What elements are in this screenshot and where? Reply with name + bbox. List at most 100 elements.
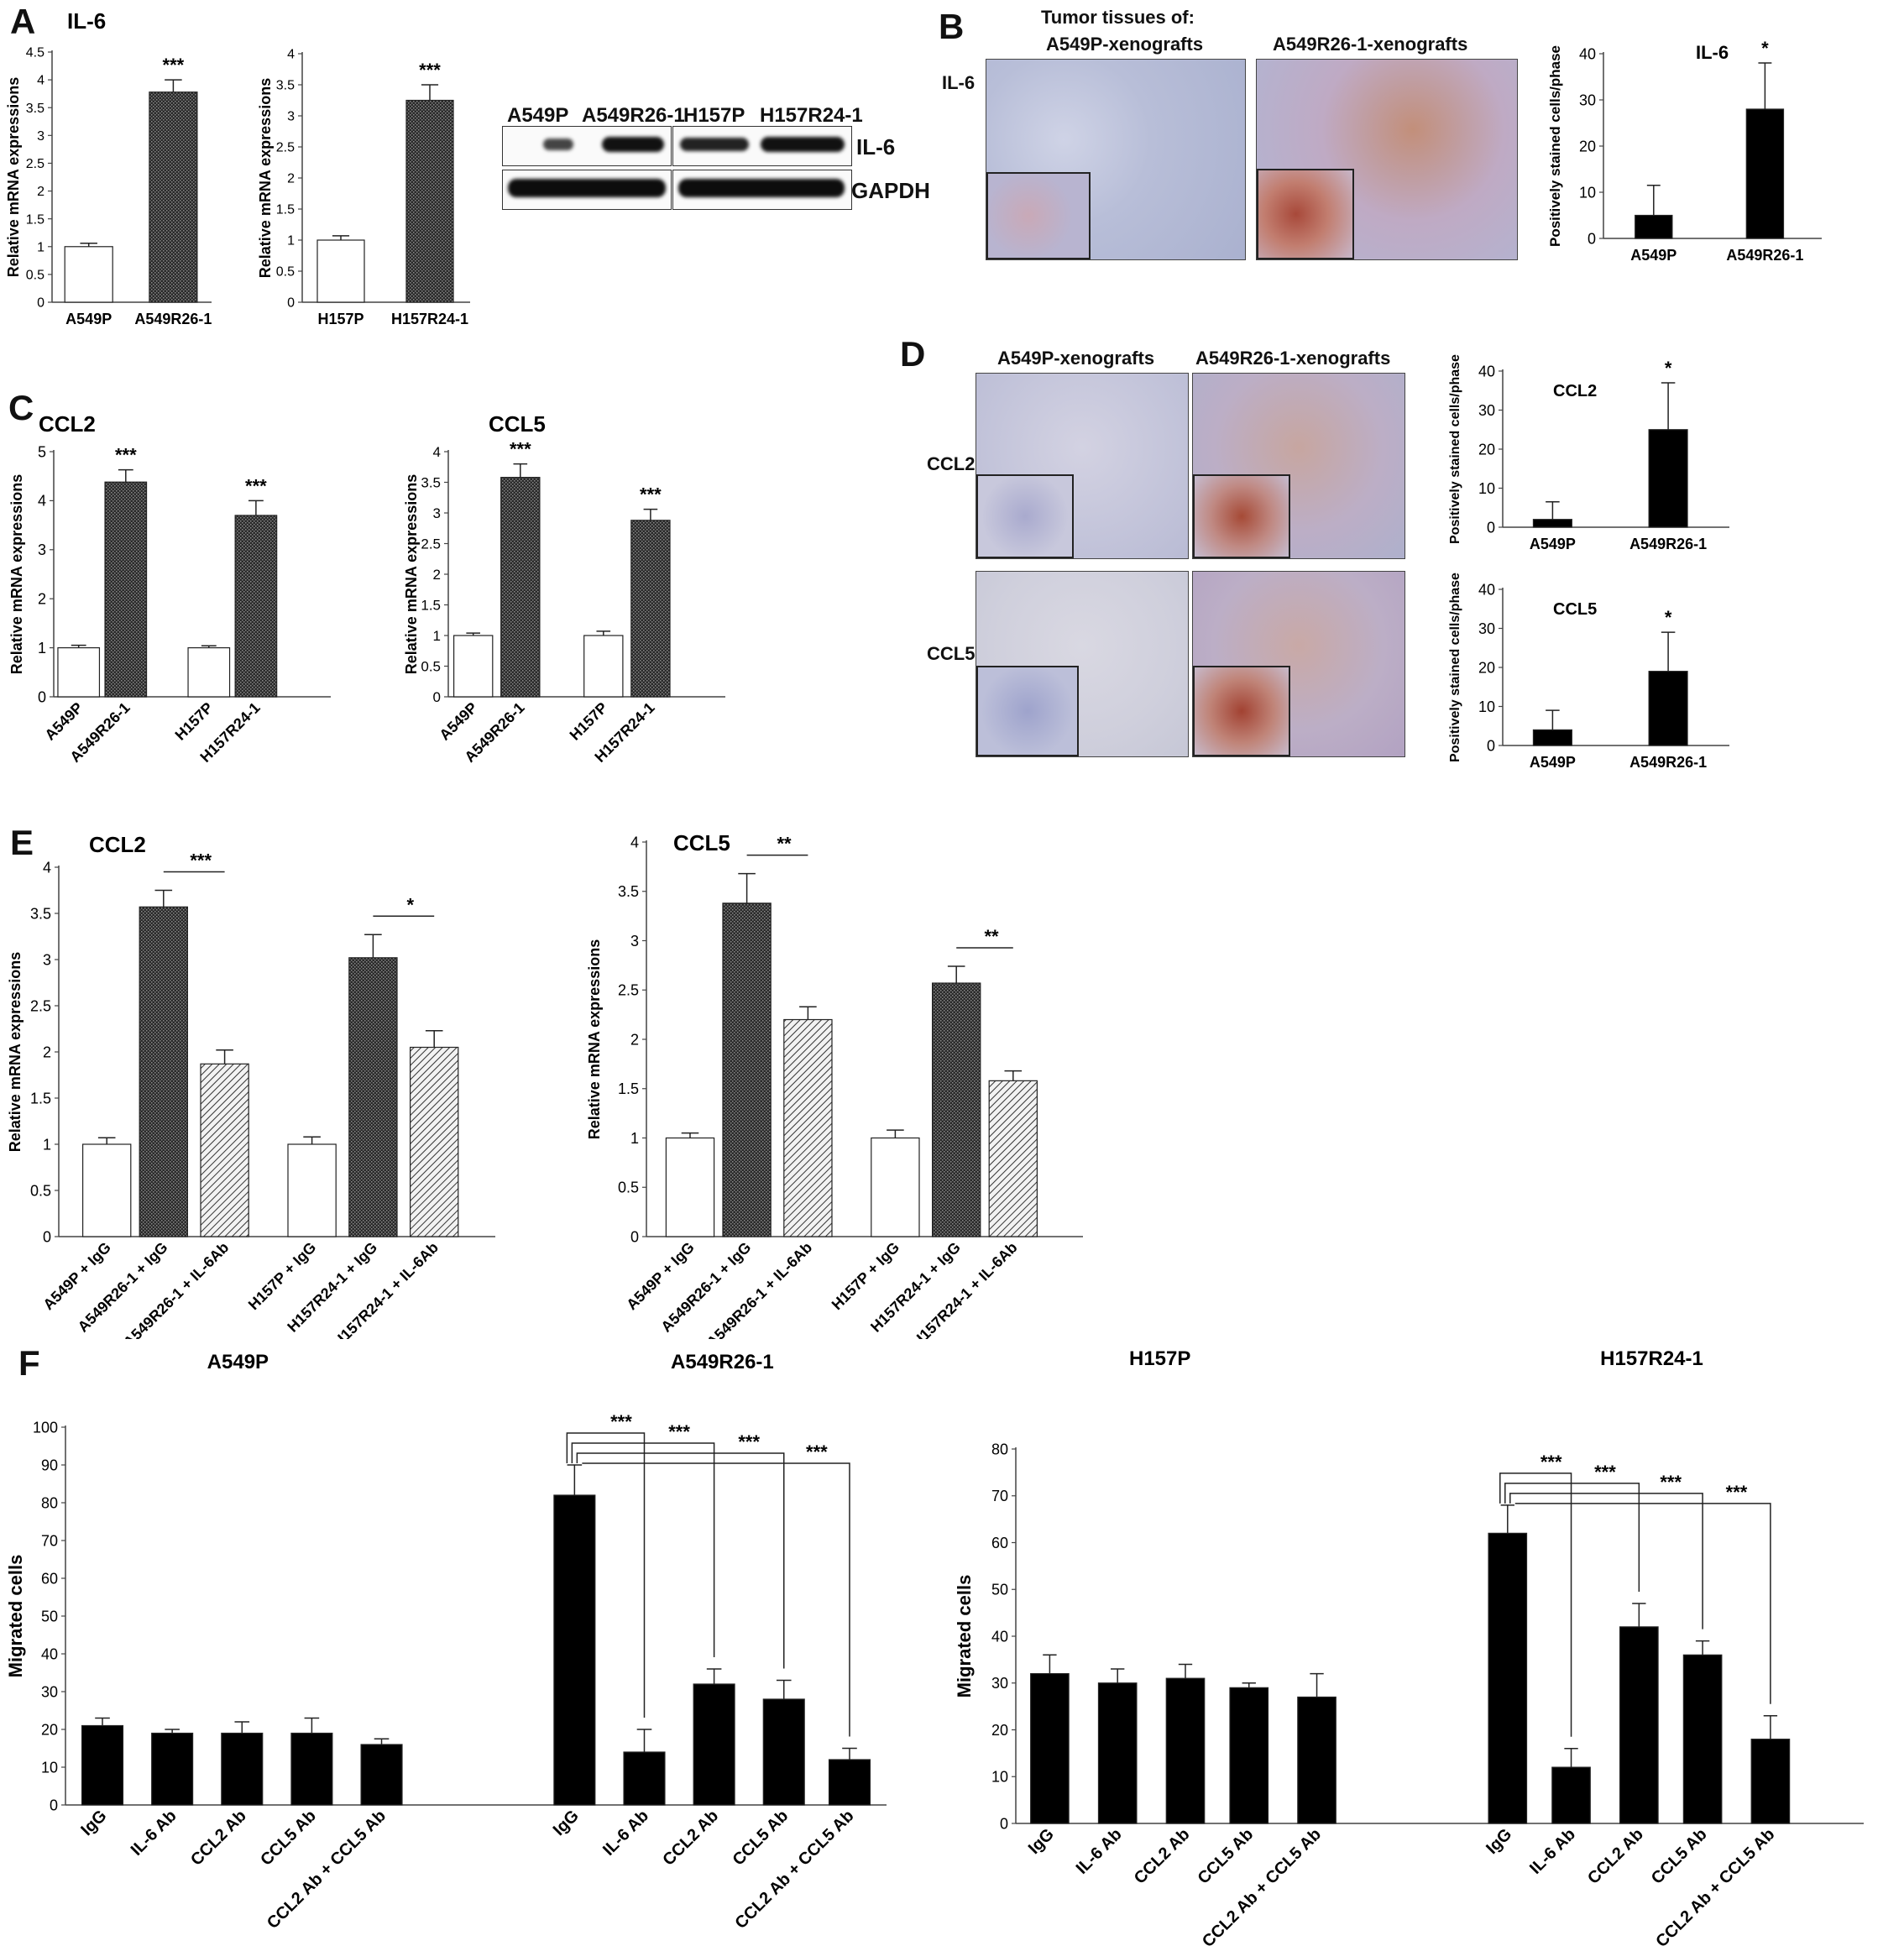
x-tick-label: IL-6 Ab bbox=[599, 1807, 652, 1860]
x-tick-label: CCL2 Ab bbox=[659, 1807, 722, 1870]
x-tick-label: IgG bbox=[1025, 1825, 1058, 1858]
y-tick-label: 40 bbox=[1478, 581, 1495, 598]
y-axis-label: Relative mRNA expressions bbox=[5, 77, 22, 277]
y-tick-label: 3.5 bbox=[30, 905, 51, 922]
y-tick-label: 1.5 bbox=[26, 212, 44, 227]
bar bbox=[1750, 1739, 1791, 1824]
bar bbox=[583, 635, 624, 698]
wb-band-gapdh: GAPDH bbox=[851, 178, 930, 203]
x-tick-label: A549P bbox=[1530, 754, 1576, 771]
ihc-d-image-ccl2-a549p bbox=[976, 373, 1189, 559]
bar bbox=[988, 1080, 1038, 1237]
ihc-d-image-ccl5-a549r26-1 bbox=[1192, 571, 1405, 757]
y-tick-label: 3.5 bbox=[421, 474, 441, 490]
comparison-line bbox=[1504, 1483, 1640, 1592]
y-tick-label: 0 bbox=[1487, 519, 1495, 536]
bar bbox=[1030, 1673, 1070, 1824]
y-tick-label: 1 bbox=[43, 1136, 51, 1153]
y-tick-label: 5 bbox=[38, 443, 46, 460]
y-tick-label: 3 bbox=[287, 110, 295, 124]
y-axis-label: Migrated cells bbox=[954, 1575, 975, 1698]
x-tick-label: H157R24-1 + IL-6Ab bbox=[330, 1239, 442, 1339]
y-tick-label: 2.5 bbox=[618, 982, 639, 999]
bar bbox=[151, 1732, 194, 1806]
y-tick-label: 0 bbox=[287, 296, 295, 311]
bar bbox=[57, 647, 101, 698]
y-tick-label: 2.5 bbox=[421, 536, 441, 552]
bar bbox=[722, 902, 772, 1237]
chart-title: IL-6 bbox=[1696, 42, 1729, 63]
significance-label: *** bbox=[245, 475, 267, 496]
y-tick-label: 30 bbox=[41, 1683, 58, 1700]
bar bbox=[1097, 1682, 1138, 1824]
comparison-line bbox=[566, 1432, 646, 1718]
y-tick-label: 4 bbox=[37, 74, 44, 88]
panel-letter-c: C bbox=[8, 388, 34, 427]
chart-d-ccl5-ihc: CCL5 0 10 20 30 40 Positively stained cells/ph… bbox=[1448, 573, 1729, 771]
ihc-d-row-ccl5: CCL5 bbox=[927, 643, 976, 664]
comparison-line bbox=[576, 1452, 785, 1669]
bar bbox=[553, 1494, 596, 1806]
y-tick-label: 3.5 bbox=[26, 102, 44, 116]
chart-c-ccl5: CCL5 0 0.5 1 1.5 2 2.5 3 3.5 4 Relative mRNA expre… bbox=[403, 411, 725, 764]
bar bbox=[1532, 519, 1572, 528]
y-tick-label: 1 bbox=[630, 1130, 639, 1147]
x-tick-label: CCL2 Ab bbox=[1584, 1825, 1647, 1888]
comparison-label: *** bbox=[610, 1411, 632, 1432]
y-tick-label: 60 bbox=[41, 1570, 58, 1587]
bar bbox=[630, 520, 671, 698]
bar bbox=[149, 92, 198, 303]
x-tick-label: A549P bbox=[1530, 536, 1576, 552]
chart-c-ccl2: CCL2 0 1 2 3 4 5 Relative mRNA expressions A549P… bbox=[8, 411, 331, 764]
y-tick-label: 10 bbox=[1579, 184, 1596, 201]
bracket-label: ** bbox=[777, 834, 792, 855]
comparison-label: *** bbox=[1726, 1482, 1748, 1503]
y-tick-label: 4 bbox=[287, 48, 295, 62]
wb-lane-h157p: H157P bbox=[683, 104, 745, 127]
y-tick-label: 30 bbox=[1478, 402, 1495, 419]
chart-f-migration-a549: A549P A549R26-1 0 10 20 30 40 50 60 70 80 90 100 Migr… bbox=[5, 1351, 887, 1933]
ihc-d-col-a549r26-1: A549R26-1-xenografts bbox=[1195, 348, 1391, 369]
ihc-b-header: Tumor tissues of: bbox=[1041, 7, 1195, 28]
x-tick-label: IL-6 Ab bbox=[128, 1807, 180, 1860]
bar bbox=[81, 1143, 132, 1237]
y-tick-label: 50 bbox=[41, 1608, 58, 1624]
comparison-label: *** bbox=[806, 1441, 828, 1462]
x-tick-label: H157R24-1 bbox=[391, 311, 468, 327]
ihc-b-image-a549p bbox=[986, 59, 1246, 260]
bar bbox=[410, 1046, 459, 1237]
y-tick-label: 4.5 bbox=[26, 46, 44, 60]
significance-label: * bbox=[1761, 38, 1769, 59]
comparison-label: *** bbox=[1594, 1462, 1616, 1483]
ihc-b-col-a549p: A549P-xenografts bbox=[1046, 34, 1204, 55]
y-tick-label: 40 bbox=[41, 1645, 58, 1662]
y-tick-label: 2 bbox=[433, 567, 441, 583]
wb-lane-a549p: A549P bbox=[507, 104, 569, 127]
x-tick-label: A549R26-1 bbox=[134, 311, 212, 327]
y-axis-label: Relative mRNA expressions bbox=[586, 939, 603, 1139]
y-tick-label: 0 bbox=[1487, 737, 1495, 754]
bar bbox=[290, 1732, 333, 1806]
y-axis-label: Relative mRNA expressions bbox=[8, 474, 25, 674]
y-tick-label: 4 bbox=[433, 444, 441, 460]
y-tick-label: 40 bbox=[991, 1628, 1008, 1645]
x-tick-label: A549R26-1 bbox=[1726, 247, 1803, 264]
chart-a-il6-h157: 0 0.5 1 1.5 2 2.5 3 3.5 4 Relative mRNA expressio… bbox=[257, 48, 470, 327]
ihc-b-row-il6: IL-6 bbox=[942, 72, 976, 93]
panel-letter-f: F bbox=[18, 1343, 40, 1383]
y-tick-label: 3.5 bbox=[276, 79, 295, 93]
x-tick-label: A549R26-1 + IL-6Ab bbox=[120, 1239, 232, 1339]
group-title: A549P bbox=[207, 1351, 269, 1373]
y-tick-label: 2 bbox=[630, 1031, 639, 1048]
wb-il6-right bbox=[672, 126, 852, 166]
group-title: A549R26-1 bbox=[671, 1351, 774, 1373]
y-tick-label: 3 bbox=[37, 129, 44, 144]
ihc-d-col-a549p: A549P-xenografts bbox=[997, 348, 1155, 369]
x-tick-label: CCL2 Ab + CCL5 Ab bbox=[264, 1807, 390, 1933]
bar bbox=[693, 1683, 735, 1806]
wb-il6-left bbox=[502, 126, 672, 166]
y-tick-label: 70 bbox=[991, 1488, 1008, 1504]
x-tick-label: CCL2 Ab bbox=[1131, 1825, 1194, 1888]
x-tick-label: H157P bbox=[172, 699, 217, 744]
y-tick-label: 0 bbox=[433, 689, 441, 705]
